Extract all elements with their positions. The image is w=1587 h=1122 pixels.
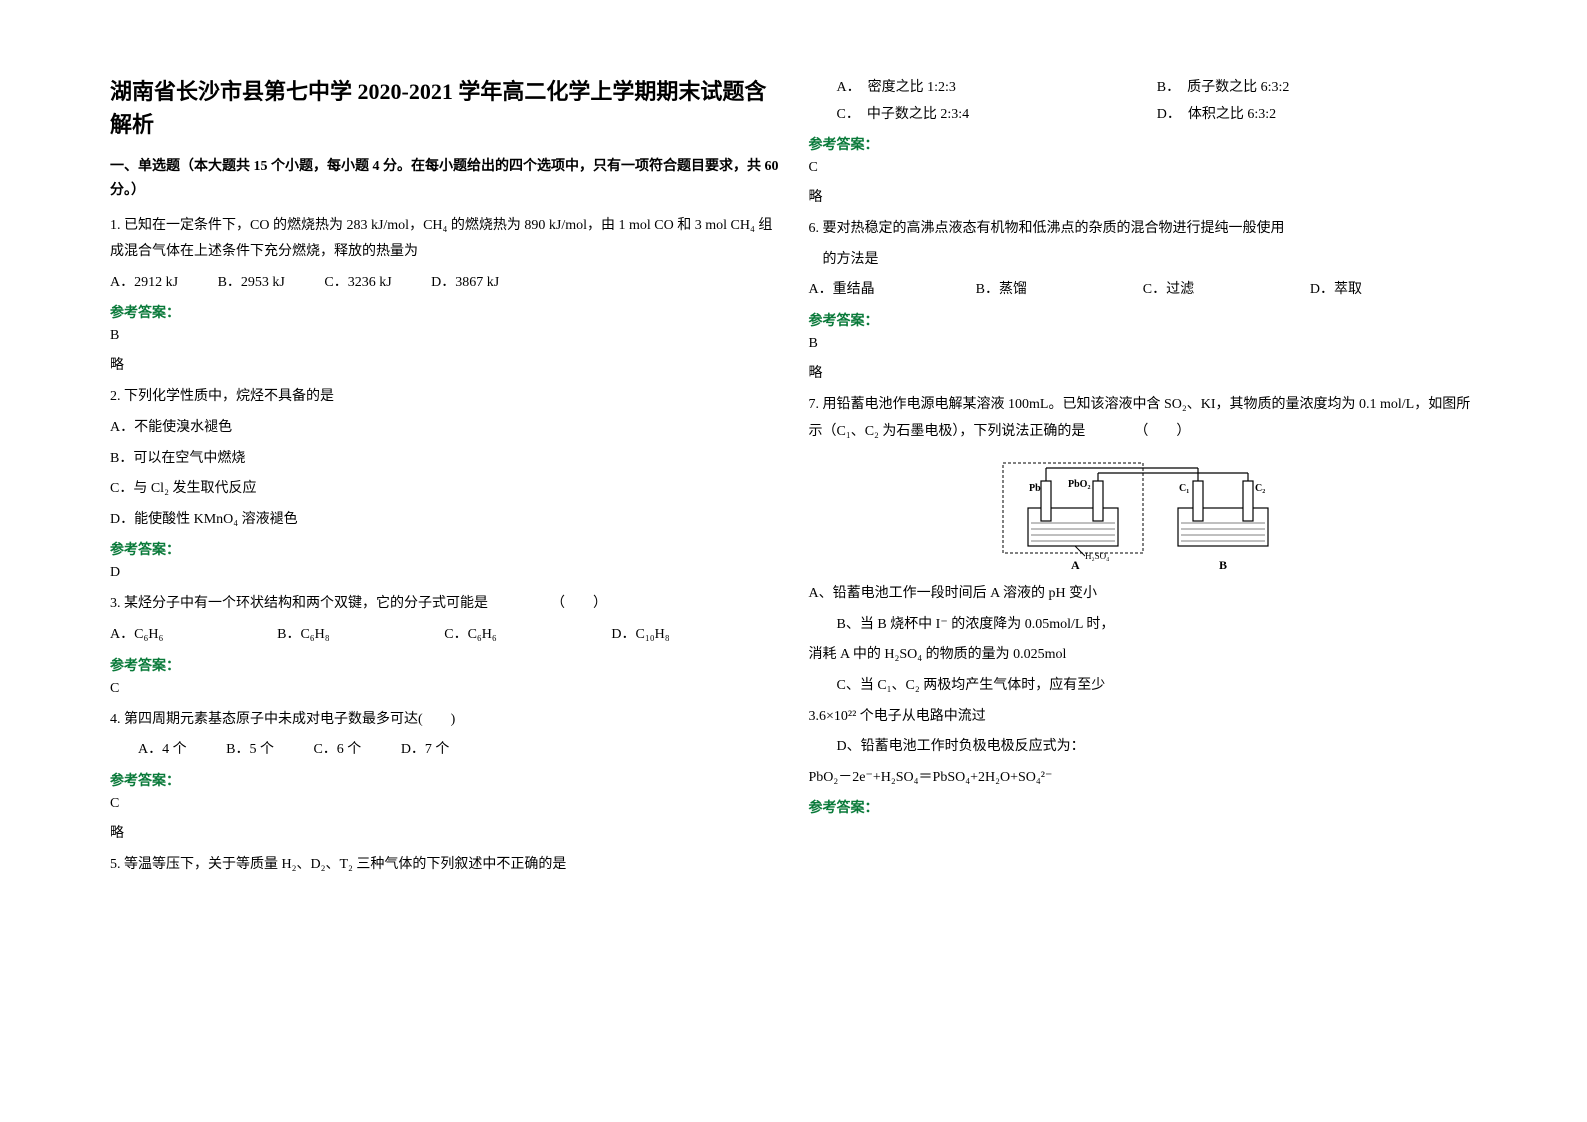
q7-opt-d1: D、铅蓄电池工作时负极电极反应式为： — [809, 734, 1478, 761]
q4-answer: C — [110, 796, 779, 812]
q7-opt-b2: 消耗 A 中的 H₂SO₄ 的物质的量为 0.025mol — [809, 642, 1478, 669]
q4-skip: 略 — [110, 822, 779, 842]
q6-opt-a: A．重结晶 — [809, 277, 940, 304]
q1-opt-d: D．3867 kJ — [431, 275, 499, 290]
q1-answer: B — [110, 328, 779, 344]
q4-opt-c: C．6 个 — [313, 742, 361, 757]
q7-opt-a: A、铅蓄电池工作一段时间后 A 溶液的 pH 变小 — [809, 581, 1478, 608]
beaker-b-label: B — [1219, 558, 1227, 572]
q6-answer: B — [809, 336, 1478, 352]
left-column: 湖南省长沙市县第七中学 2020-2021 学年高二化学上学期期末试题含解析 一… — [95, 75, 794, 1047]
q2-stem: 2. 下列化学性质中，烷烃不具备的是 — [110, 384, 779, 411]
q5-opt-b: B． 质子数之比 6:3:2 — [1157, 75, 1477, 102]
q1-options: A．2912 kJ B．2953 kJ C．3236 kJ D．3867 kJ — [110, 270, 779, 297]
q7-stem: 7. 用铅蓄电池作电源电解某溶液 100mL。已知该溶液中含 SO₂、KI，其物… — [809, 392, 1478, 445]
q6-options: A．重结晶 B．蒸馏 C．过滤 D．萃取 — [809, 277, 1478, 304]
q2-opt-d: D．能使酸性 KMnO₄ 溶液褪色 — [110, 507, 779, 534]
q1-answer-label: 参考答案： — [110, 302, 779, 322]
exam-title: 湖南省长沙市县第七中学 2020-2021 学年高二化学上学期期末试题含解析 — [110, 75, 779, 141]
q4-answer-label: 参考答案： — [110, 770, 779, 790]
pbo2-label: PbO₂ — [1068, 479, 1090, 490]
q1-stem: 1. 已知在一定条件下，CO 的燃烧热为 283 kJ/mol，CH₄ 的燃烧热… — [110, 213, 779, 266]
q3-opt-b: B．C₆H₈ — [277, 622, 408, 649]
section-1-head: 一、单选题（本大题共 15 个小题，每小题 4 分。在每小题给出的四个选项中，只… — [110, 155, 779, 203]
q5-options-row1: A． 密度之比 1:2:3 B． 质子数之比 6:3:2 — [809, 75, 1478, 102]
q5-skip: 略 — [809, 186, 1478, 206]
q5-opt-d: D． 体积之比 6:3:2 — [1157, 102, 1477, 129]
q1-opt-b: B．2953 kJ — [218, 275, 285, 290]
q1-opt-a: A．2912 kJ — [110, 275, 178, 290]
q5-answer: C — [809, 160, 1478, 176]
c1-label: C₁ — [1179, 483, 1189, 494]
q7-opt-c2: 3.6×10²² 个电子从电路中流过 — [809, 704, 1478, 731]
q5-stem: 5. 等温等压下，关于等质量 H₂、D₂、T₂ 三种气体的下列叙述中不正确的是 — [110, 852, 779, 879]
q5-opt-a: A． 密度之比 1:2:3 — [809, 75, 1157, 102]
c2-label: C₂ — [1255, 483, 1265, 494]
q6-stem2: 的方法是 — [809, 247, 1478, 274]
q5-opt-c: C． 中子数之比 2:3:4 — [809, 102, 1157, 129]
q4-opt-d: D．7 个 — [401, 742, 450, 757]
q6-opt-b: B．蒸馏 — [976, 277, 1107, 304]
q4-opt-a: A．4 个 — [138, 742, 187, 757]
q6-opt-d: D．萃取 — [1310, 277, 1441, 304]
q7-diagram: Pb PbO₂ A H₂SO₄ C₁ C₂ B — [809, 453, 1478, 573]
q3-opt-d: D．C₁₀H₈ — [611, 622, 742, 649]
q6-stem: 6. 要对热稳定的高沸点液态有机物和低沸点的杂质的混合物进行提纯一般使用 — [809, 216, 1478, 243]
q1-skip: 略 — [110, 354, 779, 374]
q2-opt-b: B．可以在空气中燃烧 — [110, 446, 779, 473]
q3-stem: 3. 某烃分子中有一个环状结构和两个双键，它的分子式可能是 （ ） — [110, 591, 779, 618]
q2-answer: D — [110, 565, 779, 581]
q7-opt-c1: C、当 C₁、C₂ 两极均产生气体时，应有至少 — [809, 673, 1478, 700]
q3-answer-label: 参考答案： — [110, 655, 779, 675]
q6-opt-c: C．过滤 — [1143, 277, 1274, 304]
q5-answer-label: 参考答案： — [809, 134, 1478, 154]
q3-opt-a: A．C₆H₆ — [110, 622, 241, 649]
q5-options-row2: C． 中子数之比 2:3:4 D． 体积之比 6:3:2 — [809, 102, 1478, 129]
beaker-a-label: A — [1071, 558, 1080, 572]
h2so4-label: H₂SO₄ — [1085, 551, 1109, 561]
q7-opt-d2: PbO₂－2e⁻+H₂SO₄＝PbSO₄+2H₂O+SO₄²⁻ — [809, 765, 1478, 792]
q3-answer: C — [110, 681, 779, 697]
q2-opt-a: A．不能使溴水褪色 — [110, 415, 779, 442]
q7-opt-b1: B、当 B 烧杯中 I⁻ 的浓度降为 0.05mol/L 时， — [809, 612, 1478, 639]
right-column: A． 密度之比 1:2:3 B． 质子数之比 6:3:2 C． 中子数之比 2:… — [794, 75, 1493, 1047]
q3-opt-c: C．C₆H₆ — [444, 622, 575, 649]
q6-answer-label: 参考答案： — [809, 310, 1478, 330]
q6-skip: 略 — [809, 362, 1478, 382]
q2-opt-c: C．与 Cl₂ 发生取代反应 — [110, 476, 779, 503]
q1-opt-c: C．3236 kJ — [324, 275, 391, 290]
q2-answer-label: 参考答案： — [110, 539, 779, 559]
pb-label: Pb — [1029, 483, 1041, 494]
q4-options: A．4 个 B．5 个 C．6 个 D．7 个 — [110, 737, 779, 764]
q4-opt-b: B．5 个 — [226, 742, 274, 757]
q3-options: A．C₆H₆ B．C₆H₈ C．C₆H₆ D．C₁₀H₈ — [110, 622, 779, 649]
q7-answer-label: 参考答案： — [809, 797, 1478, 817]
q4-stem: 4. 第四周期元素基态原子中未成对电子数最多可达( ) — [110, 707, 779, 734]
apparatus-svg: Pb PbO₂ A H₂SO₄ C₁ C₂ B — [993, 453, 1293, 573]
